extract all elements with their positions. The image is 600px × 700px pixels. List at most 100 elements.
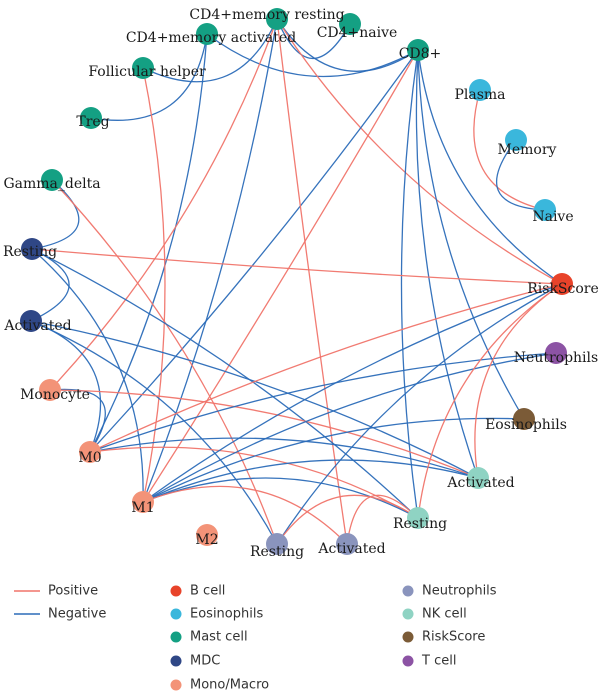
edge-cd4_memory_activated-cd8 <box>206 33 419 78</box>
legend-swatch-mast_cell <box>170 631 182 643</box>
node-neu_activated <box>336 533 358 555</box>
node-label-mdc_activated: Activated <box>3 318 71 334</box>
node-label-mdc_resting: Resting <box>3 244 57 260</box>
node-label-naive: Naive <box>532 209 573 225</box>
node-label-monocyte: Monocyte <box>20 387 90 403</box>
node-m0 <box>79 441 101 463</box>
node-treg <box>80 107 102 129</box>
node-label-neu_resting: Resting <box>250 544 304 560</box>
node-m1 <box>132 491 154 513</box>
edge-cd4_memory_activated-treg <box>90 33 208 121</box>
legend-label-mdc: MDC <box>190 654 220 669</box>
edge-monocyte-nk_activated <box>49 389 479 479</box>
edge-riskscore-nk_resting <box>417 283 563 519</box>
nodes-layer <box>20 8 573 555</box>
node-label-m2: M2 <box>195 532 218 548</box>
edge-mdc_activated-m0 <box>30 320 102 453</box>
node-label-memory: Memory <box>498 142 557 158</box>
edges-layer <box>30 18 563 545</box>
legend-swatch-neutrophils <box>402 585 414 597</box>
legend-label-neutrophils: Neutrophils <box>422 584 497 599</box>
node-memory <box>505 129 527 151</box>
legend-label-t_cell: T cell <box>421 654 456 669</box>
node-eosinophils <box>513 408 535 430</box>
legend-swatch-t_cell <box>402 655 414 667</box>
node-nk_resting <box>407 507 429 529</box>
edge-m1-riskscore <box>142 283 563 503</box>
node-neutrophils <box>545 342 567 364</box>
edge-cd4_memory_resting-neu_activated <box>276 18 348 545</box>
edge-memory-naive <box>496 139 546 211</box>
edge-monocyte-m0 <box>49 388 106 453</box>
node-mdc_resting <box>21 238 43 260</box>
edge-mdc_resting-nk_resting <box>31 248 419 519</box>
edge-neu_resting-nk_resting <box>276 494 419 545</box>
edge-cd4_memory_resting-cd4_naive <box>276 18 351 60</box>
edge-cd4_memory_resting-monocyte <box>49 18 278 391</box>
legend: Positive Negative B cell Eosinophils Mast ce… <box>14 584 497 693</box>
edge-riskscore-neu_resting <box>276 283 563 545</box>
node-cd4_memory_resting <box>266 8 288 30</box>
edge-mdc_resting-m1 <box>31 248 144 503</box>
edge-mdc_activated-nk_activated <box>30 320 479 479</box>
edge-cd8-m0 <box>89 49 419 453</box>
node-label-neutrophils: Neutrophils <box>514 350 598 366</box>
node-nk_activated <box>467 467 489 489</box>
node-label-nk_activated: Activated <box>446 475 514 491</box>
legend-label-b_cell: B cell <box>190 584 225 599</box>
edge-m0-neutrophils <box>89 352 557 453</box>
edge-m0-riskscore <box>89 283 563 453</box>
node-plasma <box>469 79 491 101</box>
edge-cd4_memory_resting-riskscore <box>276 18 563 285</box>
legend-label-nk_cell: NK cell <box>422 607 467 622</box>
node-label-treg: Treg <box>76 114 109 130</box>
node-cd4_memory_activated <box>196 23 218 45</box>
legend-label-eosinophils: Eosinophils <box>190 607 263 622</box>
node-label-cd4_memory_activated: CD4+memory activated <box>126 30 296 46</box>
edge-m1-nk_resting <box>142 477 419 519</box>
edge-cd4_memory_resting-cd8 <box>276 18 419 72</box>
node-monocyte <box>39 379 61 401</box>
node-riskscore <box>551 273 573 295</box>
edge-m1-neu_activated <box>142 485 348 545</box>
node-neu_resting <box>266 533 288 555</box>
node-naive <box>534 199 556 221</box>
node-label-nk_resting: Resting <box>393 516 447 532</box>
legend-swatch-mono_macro <box>170 679 182 691</box>
node-gamma_delta <box>41 169 63 191</box>
legend-label-mono_macro: Mono/Macro <box>190 678 269 693</box>
legend-label-riskscore: RiskScore <box>422 630 485 645</box>
edge-cd8-riskscore <box>417 49 563 285</box>
legend-swatch-mdc <box>170 655 182 667</box>
edge-cd4_memory_resting-follicular_helper <box>142 18 278 83</box>
edge-riskscore-nk_activated <box>474 283 563 479</box>
node-label-cd4_naive: CD4+naive <box>317 25 398 41</box>
node-label-m1: M1 <box>131 500 154 516</box>
node-label-gamma_delta: Gamma_delta <box>3 176 100 192</box>
node-label-cd8: CD8+ <box>399 46 442 62</box>
edge-m1-eosinophils <box>142 417 525 503</box>
edge-cd8-nk_activated <box>415 49 479 479</box>
node-cd4_naive <box>339 13 361 35</box>
legend-label-negative: Negative <box>48 607 106 622</box>
edge-mdc_resting-riskscore <box>31 248 563 285</box>
edge-mdc_activated-neu_resting <box>30 320 278 545</box>
legend-swatch-riskscore <box>402 631 414 643</box>
edge-m1-nk_activated <box>142 459 479 503</box>
node-m2 <box>196 524 218 546</box>
node-mdc_activated <box>20 310 42 332</box>
node-label-eosinophils: Eosinophils <box>485 417 567 433</box>
edge-cd8-eosinophils <box>417 49 525 420</box>
labels-layer: CD4+memory resting CD4+naive CD4+memory ac… <box>3 7 599 560</box>
legend-swatch-b_cell <box>170 585 182 597</box>
node-label-cd4_memory_resting: CD4+memory resting <box>189 7 344 23</box>
edge-m0-nk_resting <box>89 446 419 519</box>
node-cd8 <box>407 39 429 61</box>
node-label-riskscore: RiskScore <box>527 281 599 297</box>
edge-m1-neutrophils <box>142 352 557 503</box>
legend-label-positive: Positive <box>48 584 98 599</box>
node-label-plasma: Plasma <box>454 87 505 103</box>
edge-cd4_memory_activated-m0 <box>89 33 208 453</box>
edge-cd8-m1 <box>142 49 419 503</box>
